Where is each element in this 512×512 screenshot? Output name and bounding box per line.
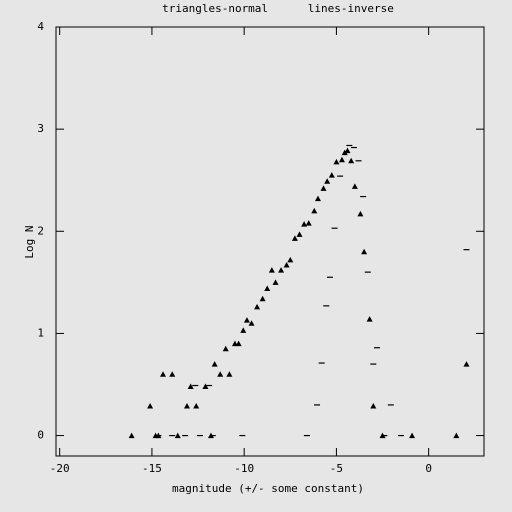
triangle-point [211,361,218,367]
triangle-point [338,156,345,163]
triangle-point [187,383,194,390]
y-tick-label: 4 [37,20,44,33]
triangle-point [169,371,176,377]
triangle-point [222,345,229,352]
triangle-point [291,235,298,241]
triangle-point [314,195,321,202]
plot-frame [55,26,485,457]
triangle-point [320,185,327,191]
triangle-point [301,221,308,227]
triangle-point [333,158,340,165]
triangle-point [174,432,181,439]
triangle-point [240,327,247,333]
triangle-point [341,149,348,156]
triangle-point [305,220,312,226]
triangle-point [259,295,266,302]
triangle-point [254,303,261,310]
triangle-point [361,248,368,255]
chart-title: triangles-normal lines-inverse [162,2,394,15]
triangle-point [147,402,154,409]
y-axis-label: Log N [23,225,36,258]
triangle-point [217,371,224,377]
y-tick-label: 2 [37,224,44,237]
triangle-point [128,432,135,439]
triangle-point [328,172,335,178]
triangle-point [226,371,233,377]
x-tick-label: -20 [50,462,70,475]
triangle-point [348,157,355,164]
y-tick-label: 0 [37,429,44,442]
triangle-point [370,402,377,409]
triangle-point [278,267,285,273]
triangle-point [183,402,190,409]
triangle-point [324,178,331,184]
y-tick-label: 3 [37,122,44,135]
triangle-point [357,210,364,217]
triangle-point [272,279,279,285]
triangle-point [453,432,460,439]
triangle-point [311,207,318,214]
triangle-point [193,402,200,409]
triangle-point [296,231,303,237]
triangle-point [268,267,275,273]
x-axis-label: magnitude (+/- some constant) [172,482,364,495]
triangle-point [160,371,166,377]
x-tick-label: -5 [330,462,343,475]
triangle-point [243,317,250,323]
x-tick-label: 0 [425,462,432,475]
triangle-point [366,316,373,322]
triangle-point [283,261,290,268]
x-tick-label: -10 [234,462,254,475]
triangle-point [463,361,470,367]
triangle-point [344,147,351,154]
y-tick-label: 1 [37,326,44,339]
triangle-point [248,320,255,326]
x-tick-label: -15 [142,462,162,475]
triangle-point [202,383,209,390]
triangle-point [409,432,416,439]
triangle-point [351,183,358,189]
triangle-point [264,285,271,291]
triangle-point [235,340,242,347]
triangle-point [287,256,294,263]
